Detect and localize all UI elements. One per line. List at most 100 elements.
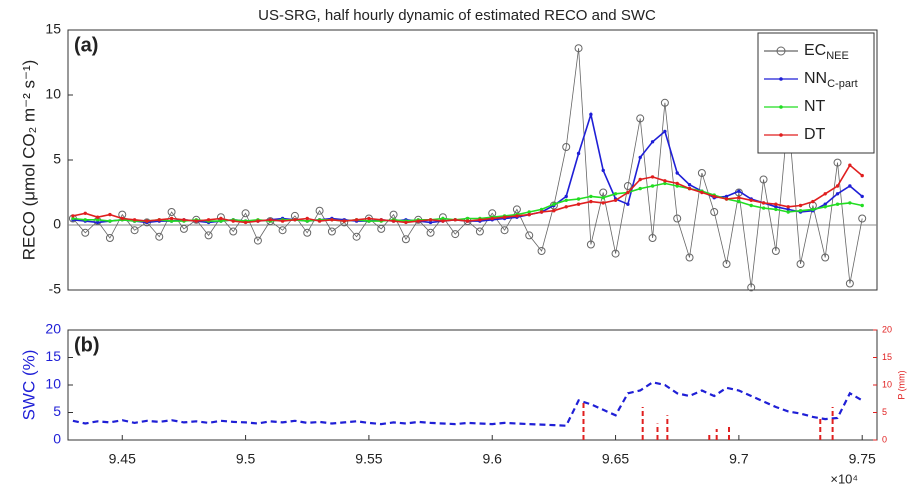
data-point [71, 214, 75, 218]
data-point [500, 226, 509, 235]
data-point [130, 226, 139, 235]
legend-name: NN [804, 70, 827, 87]
panel-label: (a) [74, 34, 98, 56]
data-point [305, 219, 309, 223]
data-point [451, 230, 460, 239]
data-point [860, 173, 864, 178]
data-point [611, 249, 620, 258]
data-point [354, 218, 359, 222]
data-point [574, 44, 583, 53]
data-point [478, 218, 482, 222]
data-point [675, 184, 679, 188]
data-point [564, 205, 568, 209]
data-point [673, 214, 682, 223]
data-point [241, 209, 250, 218]
data-point [576, 197, 581, 201]
y-tick-label: 15 [45, 348, 61, 364]
data-point [465, 219, 470, 223]
data-point [465, 216, 470, 221]
data-point [426, 228, 435, 237]
data-point [280, 219, 285, 223]
data-point [675, 181, 679, 186]
data-point [589, 194, 593, 199]
data-point [206, 218, 211, 222]
series-line [72, 381, 863, 427]
data-point [613, 198, 618, 203]
data-point [722, 260, 731, 268]
data-point [845, 279, 854, 288]
data-point [539, 210, 544, 214]
data-point [650, 184, 655, 188]
data-point [564, 198, 568, 203]
data-point [601, 201, 605, 205]
y-axis-label: SWC (%) [19, 350, 38, 421]
y2-tick-label: 20 [882, 324, 892, 334]
data-point [502, 215, 507, 219]
data-point [552, 209, 556, 213]
data-point [835, 184, 840, 188]
data-point [401, 235, 410, 244]
x-exponent: ×10⁴ [830, 471, 858, 486]
data-point [712, 194, 716, 199]
data-point [404, 220, 408, 225]
x-tick-label: 9.45 [109, 451, 136, 467]
data-point [552, 202, 556, 206]
data-point [253, 236, 262, 245]
data-point [663, 179, 667, 183]
data-point [823, 202, 827, 206]
legend-marker [776, 46, 786, 56]
legend-subscript: NEE [826, 50, 849, 62]
data-point [229, 227, 238, 236]
data-point [515, 214, 519, 218]
legend-label: NNC-part [804, 70, 858, 90]
data-point [858, 214, 867, 223]
data-point [576, 151, 581, 156]
data-point [145, 219, 149, 223]
y-tick-label: 20 [45, 321, 61, 337]
data-point [774, 205, 778, 209]
data-point [761, 201, 766, 205]
data-point [453, 218, 457, 222]
data-point [155, 232, 164, 241]
data-point [108, 212, 112, 217]
data-point [589, 199, 593, 204]
data-point [675, 171, 679, 175]
data-point [687, 186, 692, 191]
data-point [636, 114, 645, 123]
data-point [749, 198, 753, 203]
data-point [305, 216, 309, 221]
data-point [687, 183, 692, 187]
data-point [231, 219, 235, 223]
y-tick-label: 5 [53, 151, 61, 167]
data-point [648, 234, 657, 242]
x-tick-label: 9.65 [602, 451, 629, 467]
data-point [278, 226, 287, 235]
legend-name: NT [804, 98, 826, 115]
data-point [391, 219, 396, 223]
data-point [167, 208, 176, 216]
series-line [72, 111, 863, 224]
data-point [132, 218, 137, 222]
data-point [650, 175, 655, 179]
data-point [95, 215, 100, 219]
data-point [650, 140, 655, 144]
legend-label: NT [804, 98, 826, 115]
data-point [796, 260, 805, 268]
data-point [737, 199, 741, 204]
data-point [663, 181, 667, 186]
data-point [660, 98, 669, 107]
data-point [761, 206, 766, 210]
x-tick-label: 9.55 [355, 451, 382, 467]
y-tick-label: 10 [45, 86, 61, 102]
data-point [724, 194, 729, 199]
data-point [490, 216, 494, 221]
data-point [833, 158, 842, 167]
y2-axis-label: P (mm) [896, 370, 906, 399]
data-point [710, 208, 719, 216]
data-point [525, 231, 534, 240]
data-point [95, 218, 100, 222]
data-point [194, 219, 198, 223]
legend-name: EC [804, 42, 826, 59]
data-point [601, 196, 605, 200]
